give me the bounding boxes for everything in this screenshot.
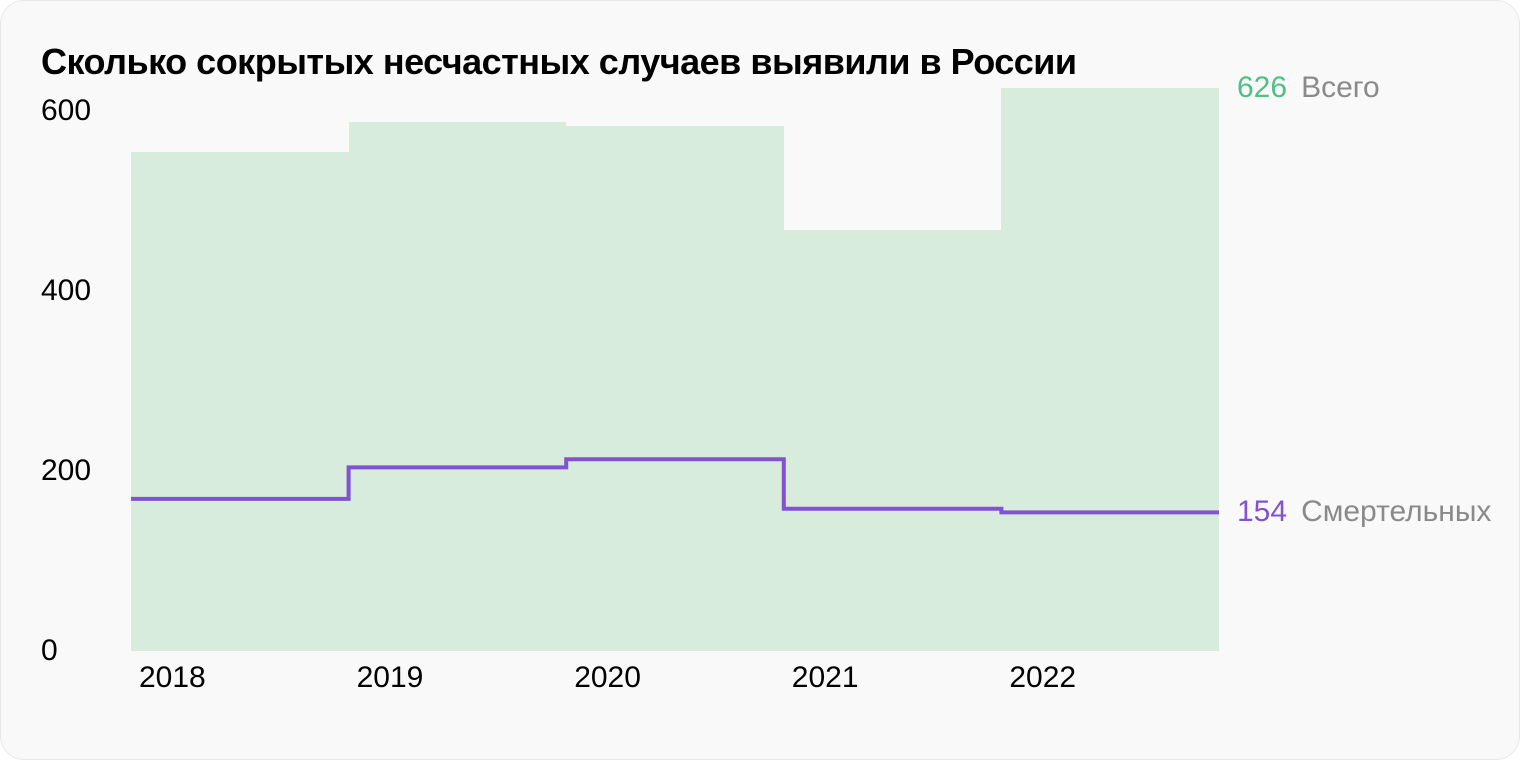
series-label-fatal: 154 Смертельных bbox=[1237, 495, 1491, 529]
series-name-total: Всего bbox=[1301, 71, 1380, 105]
bar bbox=[131, 152, 349, 652]
chart-card: Сколько сокрытых несчастных случаев выяв… bbox=[0, 0, 1520, 760]
x-axis: 20182019202020212022 bbox=[131, 661, 1219, 711]
series-value-fatal: 154 bbox=[1237, 495, 1287, 529]
x-tick: 2018 bbox=[131, 661, 349, 711]
bars-group bbox=[131, 111, 1219, 651]
y-tick: 600 bbox=[41, 94, 91, 128]
x-tick: 2021 bbox=[784, 661, 1002, 711]
bar bbox=[1001, 88, 1219, 651]
x-tick: 2019 bbox=[349, 661, 567, 711]
x-tick: 2022 bbox=[1001, 661, 1219, 711]
bar bbox=[784, 230, 1002, 651]
bar bbox=[349, 122, 567, 651]
series-value-total: 626 bbox=[1237, 71, 1287, 105]
series-label-total: 626 Всего bbox=[1237, 71, 1380, 105]
y-tick: 400 bbox=[41, 274, 91, 308]
y-tick: 200 bbox=[41, 454, 91, 488]
y-tick: 0 bbox=[41, 634, 58, 668]
bar bbox=[566, 126, 784, 651]
plot-area bbox=[131, 111, 1219, 651]
x-tick: 2020 bbox=[566, 661, 784, 711]
chart-area: 0200400600 20182019202020212022 626 Всег… bbox=[41, 111, 1479, 711]
series-name-fatal: Смертельных bbox=[1301, 495, 1491, 529]
